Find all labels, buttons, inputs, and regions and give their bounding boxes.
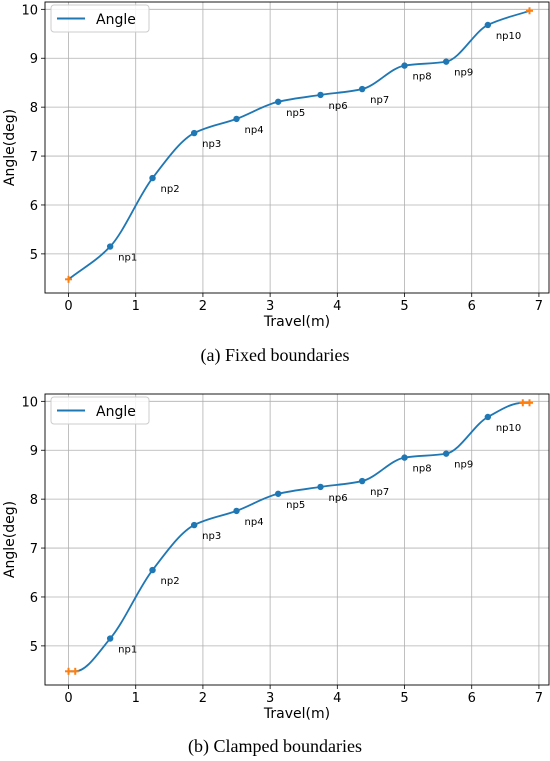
point-label-np1: np1: [118, 253, 137, 264]
chart-a-caption: (a) Fixed boundaries: [200, 345, 350, 365]
data-point-np7: [358, 85, 366, 93]
chart-b-caption: (b) Clamped boundaries: [188, 736, 362, 756]
data-point-np10: [484, 21, 492, 29]
data-point-np8: [401, 454, 408, 461]
data-point-np4: [233, 507, 240, 515]
x-axis-label: Travel(m): [263, 314, 330, 330]
legend: Angle: [50, 4, 150, 33]
data-point-np3: [190, 521, 198, 529]
y-tick-label: 10: [21, 395, 38, 410]
data-point-np10: [484, 413, 492, 421]
y-tick-label: 9: [30, 52, 38, 67]
point-label-np6: np6: [329, 101, 348, 112]
boundary-marker: [65, 667, 73, 675]
data-point-np6: [317, 483, 324, 491]
data-point-np6: [317, 91, 324, 99]
y-axis-label: Angle(deg): [2, 501, 18, 578]
point-label-np4: np4: [245, 125, 264, 136]
point-label-np5: np5: [286, 500, 305, 511]
x-tick-label: 7: [535, 299, 543, 314]
point-label-np10: np10: [496, 31, 521, 42]
chart-panel-a: 0 1 2 3 4 5 6 7 5 6 7 8 9 10 Travel(m) Angle(deg) np1 np2…: [2, 1, 550, 365]
plot-frame: [44, 1, 550, 294]
point-label-np7: np7: [370, 487, 389, 498]
data-point-np5: [274, 490, 282, 497]
legend-box: [50, 396, 150, 425]
data-point-np2: [149, 174, 156, 182]
data-point-np5: [274, 98, 282, 105]
x-tick-label: 5: [400, 299, 408, 314]
y-tick-label: 8: [30, 101, 38, 116]
plot-frame: [44, 393, 550, 686]
data-point-np9: [442, 58, 450, 65]
boundary-marker: [71, 667, 79, 675]
angle-series-line: [67, 9, 530, 281]
data-point-np2: [149, 566, 156, 574]
x-tick-label: 0: [64, 691, 72, 706]
y-tick-label: 9: [30, 444, 38, 459]
x-tick-label: 2: [199, 691, 207, 706]
point-label-np3: np3: [202, 139, 221, 150]
point-label-np7: np7: [370, 95, 389, 106]
y-tick-label: 8: [30, 493, 38, 508]
x-tick-label: 1: [132, 299, 140, 314]
x-tick-label: 1: [132, 691, 140, 706]
data-point-np9: [442, 450, 450, 457]
point-label-np9: np9: [454, 68, 473, 79]
legend: Angle: [50, 396, 150, 425]
boundary-marker: [519, 399, 527, 407]
point-label-np5: np5: [286, 108, 305, 119]
point-label-np8: np8: [413, 464, 432, 475]
y-tick-label: 7: [30, 542, 38, 557]
chart-panel-b: 0 1 2 3 4 5 6 7 5 6 7 8 9 10 Travel(m) Angle(deg) np1 np2…: [0, 392, 550, 761]
y-tick-label: 7: [30, 150, 38, 165]
legend-box: [50, 4, 150, 33]
point-label-np3: np3: [202, 531, 221, 542]
point-label-np2: np2: [161, 184, 180, 195]
y-tick-label: 5: [30, 248, 38, 263]
x-tick-label: 5: [400, 691, 408, 706]
x-axis-label: Travel(m): [263, 706, 330, 722]
data-point-np7: [358, 477, 366, 485]
boundary-marker: [65, 275, 73, 283]
data-point-np1: [106, 635, 114, 642]
boundary-marker: [526, 399, 534, 407]
x-tick-label: 4: [333, 299, 341, 314]
boundary-marker: [526, 7, 534, 15]
chart-a-svg: 0 1 2 3 4 5 6 7 5 6 7 8 9 10 Travel(m) Angle(deg) np1 np2…: [2, 1, 550, 330]
point-label-np9: np9: [454, 460, 473, 471]
legend-entry-angle: Angle: [96, 404, 136, 420]
data-point-np1: [106, 243, 114, 250]
point-label-np1: np1: [118, 645, 137, 656]
point-label-np6: np6: [329, 493, 348, 504]
data-point-np8: [401, 62, 408, 69]
x-tick-label: 6: [468, 299, 476, 314]
x-tick-label: 2: [199, 299, 207, 314]
x-tick-label: 3: [266, 691, 274, 706]
legend-entry-angle: Angle: [96, 12, 136, 28]
chart-b-svg: 0 1 2 3 4 5 6 7 5 6 7 8 9 10 Travel(m) Angle(deg) np1 np2…: [2, 393, 550, 722]
point-label-np2: np2: [161, 576, 180, 587]
y-tick-label: 10: [21, 3, 38, 18]
point-label-np8: np8: [413, 72, 432, 83]
x-tick-label: 3: [266, 299, 274, 314]
point-label-np4: np4: [245, 517, 264, 528]
x-tick-label: 7: [535, 691, 543, 706]
data-point-np3: [190, 129, 198, 137]
x-tick-label: 6: [468, 691, 476, 706]
y-axis-label: Angle(deg): [2, 109, 18, 186]
y-tick-label: 6: [30, 199, 38, 214]
data-point-np4: [233, 115, 240, 123]
y-tick-label: 6: [30, 591, 38, 606]
x-tick-label: 0: [64, 299, 72, 314]
point-label-np10: np10: [496, 423, 521, 434]
y-tick-label: 5: [30, 640, 38, 655]
angle-series-line: [68, 401, 530, 673]
x-tick-label: 4: [333, 691, 341, 706]
